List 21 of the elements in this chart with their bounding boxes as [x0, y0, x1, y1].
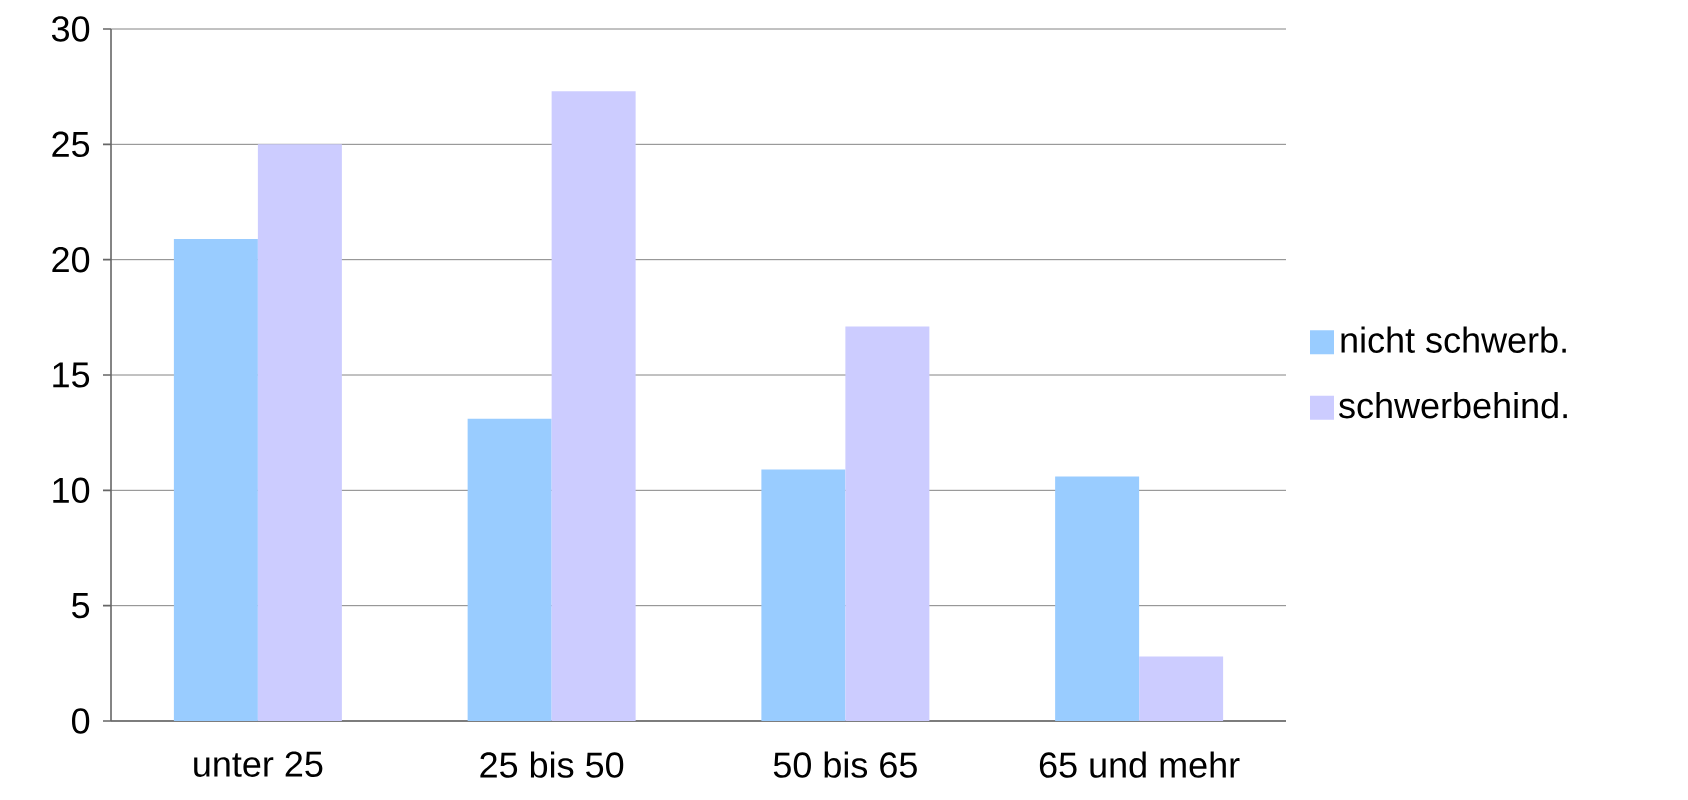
legend-label: schwerbehind. — [1339, 391, 1567, 419]
x-tick-label: unter 25 — [194, 751, 323, 777]
bar — [467, 418, 552, 721]
bar — [173, 238, 258, 721]
x-tick-label: 65 und mehr — [1039, 751, 1240, 778]
bar — [761, 469, 846, 721]
y-tick-label: 0 — [71, 708, 90, 734]
bar — [1139, 656, 1224, 721]
y-tick-label: 10 — [53, 477, 90, 504]
x-tick-label: 50 bis 65 — [773, 751, 917, 778]
y-tick-label: 15 — [53, 362, 90, 388]
bar — [257, 144, 342, 721]
y-tick-label: 30 — [51, 16, 90, 42]
bar — [1055, 476, 1140, 721]
y-tick-label: 20 — [52, 246, 90, 273]
legend-label: nicht schwerb. — [1341, 326, 1566, 353]
x-tick-label: 25 bis 50 — [480, 751, 624, 778]
y-tick-label: 25 — [52, 131, 90, 158]
bar — [845, 326, 930, 721]
y-tick-label: 5 — [72, 593, 90, 619]
bar — [551, 91, 636, 721]
